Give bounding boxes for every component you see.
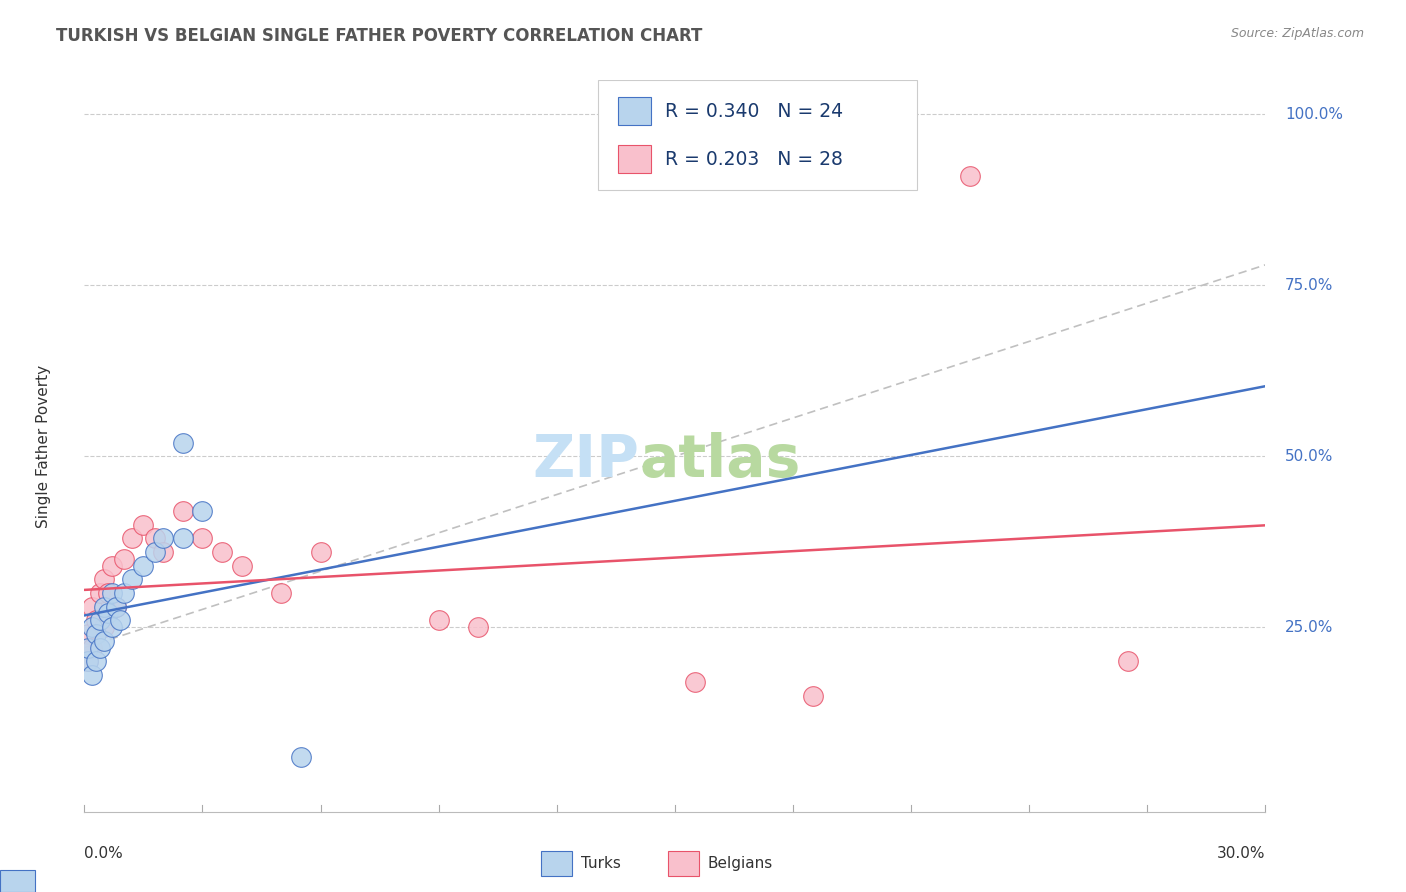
Point — [172, 531, 194, 545]
FancyBboxPatch shape — [619, 145, 651, 173]
Point — [82, 599, 104, 614]
Point — [152, 545, 174, 559]
Text: Single Father Poverty: Single Father Poverty — [35, 365, 51, 527]
Point — [89, 640, 111, 655]
Point — [211, 545, 233, 559]
Point — [104, 599, 127, 614]
Point — [683, 674, 706, 689]
Point — [108, 613, 131, 627]
Point — [132, 517, 155, 532]
Text: 100.0%: 100.0% — [1285, 107, 1343, 122]
Point — [152, 531, 174, 545]
Point — [121, 572, 143, 586]
Text: ZIP: ZIP — [533, 432, 640, 489]
Point — [101, 586, 124, 600]
Point — [172, 435, 194, 450]
Point — [77, 654, 100, 668]
Point — [191, 531, 214, 545]
Point — [132, 558, 155, 573]
Point — [93, 633, 115, 648]
Text: R = 0.203   N = 28: R = 0.203 N = 28 — [665, 150, 844, 169]
Point — [143, 531, 166, 545]
Point — [82, 640, 104, 655]
Point — [89, 613, 111, 627]
Point — [84, 613, 107, 627]
Text: TURKISH VS BELGIAN SINGLE FATHER POVERTY CORRELATION CHART: TURKISH VS BELGIAN SINGLE FATHER POVERTY… — [56, 27, 703, 45]
Point — [84, 627, 107, 641]
Text: 75.0%: 75.0% — [1285, 277, 1333, 293]
Text: 0.0%: 0.0% — [84, 846, 124, 861]
Point — [93, 572, 115, 586]
Point — [93, 599, 115, 614]
Point — [801, 689, 824, 703]
FancyBboxPatch shape — [598, 80, 917, 190]
Point — [77, 640, 100, 655]
Text: R = 0.340   N = 24: R = 0.340 N = 24 — [665, 102, 844, 120]
Point — [97, 607, 120, 621]
Point — [101, 620, 124, 634]
Point — [121, 531, 143, 545]
Text: 30.0%: 30.0% — [1218, 846, 1265, 861]
Point — [191, 504, 214, 518]
Point — [104, 599, 127, 614]
Text: atlas: atlas — [640, 432, 801, 489]
Point — [290, 750, 312, 764]
Point — [97, 586, 120, 600]
Text: Source: ZipAtlas.com: Source: ZipAtlas.com — [1230, 27, 1364, 40]
Text: 50.0%: 50.0% — [1285, 449, 1333, 464]
Point — [84, 654, 107, 668]
FancyBboxPatch shape — [619, 97, 651, 125]
Point — [89, 586, 111, 600]
Text: Belgians: Belgians — [707, 856, 772, 871]
Point — [101, 558, 124, 573]
Point — [82, 668, 104, 682]
Point — [112, 551, 135, 566]
Text: Turks: Turks — [581, 856, 620, 871]
Point — [467, 620, 489, 634]
Point — [112, 586, 135, 600]
Point — [959, 169, 981, 183]
Point — [427, 613, 450, 627]
Point — [172, 504, 194, 518]
Point — [77, 627, 100, 641]
Text: 25.0%: 25.0% — [1285, 620, 1333, 634]
Point — [93, 620, 115, 634]
Point — [231, 558, 253, 573]
Point — [309, 545, 332, 559]
Point — [143, 545, 166, 559]
Point — [77, 654, 100, 668]
Point — [82, 620, 104, 634]
Point — [270, 586, 292, 600]
Point — [1116, 654, 1139, 668]
